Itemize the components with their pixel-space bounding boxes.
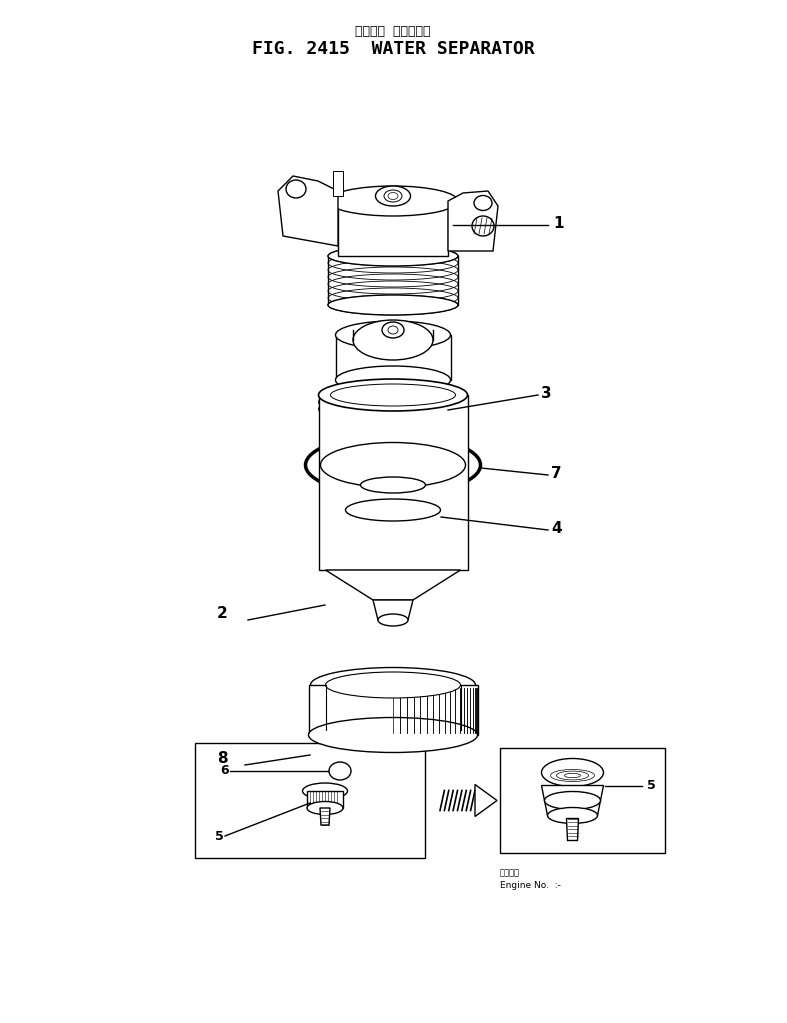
Ellipse shape (326, 672, 460, 698)
Bar (500, 748, 665, 853)
Text: 適用番号: 適用番号 (500, 868, 520, 877)
Polygon shape (475, 785, 497, 816)
Ellipse shape (328, 246, 458, 266)
Text: 5: 5 (647, 779, 656, 792)
Polygon shape (333, 171, 343, 196)
Bar (195, 743, 425, 858)
Polygon shape (278, 176, 338, 246)
Ellipse shape (319, 379, 467, 411)
Ellipse shape (382, 322, 404, 338)
Text: 1: 1 (553, 216, 563, 231)
Ellipse shape (548, 807, 597, 824)
Ellipse shape (335, 366, 450, 394)
Ellipse shape (320, 443, 465, 488)
Ellipse shape (388, 326, 398, 333)
Polygon shape (307, 791, 343, 808)
Text: 4: 4 (551, 521, 562, 536)
Ellipse shape (360, 477, 426, 493)
Ellipse shape (329, 762, 351, 780)
Ellipse shape (345, 499, 441, 521)
Ellipse shape (309, 717, 478, 753)
Polygon shape (541, 786, 604, 801)
Polygon shape (319, 395, 467, 570)
Polygon shape (309, 685, 478, 735)
Ellipse shape (286, 180, 306, 198)
Ellipse shape (345, 474, 441, 496)
Ellipse shape (375, 186, 411, 206)
Text: FIG. 2415  WATER SEPARATOR: FIG. 2415 WATER SEPARATOR (252, 40, 534, 58)
Text: 6: 6 (220, 764, 229, 777)
Polygon shape (448, 191, 498, 251)
Text: ウォータ  セパレータ: ウォータ セパレータ (355, 25, 430, 38)
Text: Engine No.  :-: Engine No. :- (500, 881, 561, 890)
Ellipse shape (305, 435, 481, 495)
Polygon shape (567, 818, 578, 841)
Ellipse shape (328, 295, 458, 315)
Ellipse shape (307, 801, 343, 814)
Polygon shape (338, 201, 448, 256)
Ellipse shape (541, 758, 604, 787)
Ellipse shape (335, 321, 450, 349)
Ellipse shape (545, 792, 600, 809)
Ellipse shape (331, 384, 456, 406)
Ellipse shape (302, 783, 348, 799)
Ellipse shape (384, 190, 402, 202)
Ellipse shape (378, 614, 408, 626)
Text: 2: 2 (217, 606, 228, 621)
Polygon shape (320, 808, 330, 825)
Text: 7: 7 (551, 466, 562, 481)
Polygon shape (326, 570, 460, 601)
Polygon shape (335, 335, 450, 380)
Polygon shape (373, 601, 413, 620)
Text: 8: 8 (217, 751, 228, 766)
Text: 5: 5 (215, 830, 224, 843)
Polygon shape (345, 485, 441, 510)
Text: 3: 3 (541, 386, 552, 401)
Ellipse shape (311, 667, 475, 703)
Ellipse shape (328, 186, 458, 216)
Ellipse shape (474, 195, 492, 211)
Ellipse shape (472, 216, 494, 236)
Polygon shape (545, 801, 600, 815)
Ellipse shape (353, 320, 433, 360)
